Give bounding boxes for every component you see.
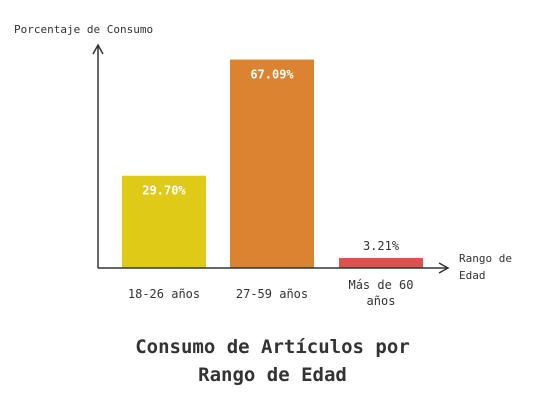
bars-group: 29.70% 67.09% 3.21%: [122, 59, 423, 269]
bar-chart: 29.70%67.09%3.21% Porcentaje de Consumo …: [14, 23, 512, 308]
x-axis-arrow: [438, 262, 450, 274]
y-axis-arrow: [92, 43, 104, 55]
x-tick-labels: 18-26 años 27-59 años Más de 60 años: [128, 278, 414, 308]
x-tick-label-3-line2: años: [367, 294, 396, 308]
x-tick-label-2: 27-59 años: [236, 287, 308, 301]
bar-value-label-2: 67.09%: [250, 68, 294, 82]
chart-title-line1: Consumo de Artículos por: [135, 336, 410, 358]
x-tick-label-3-line1: Más de 60: [348, 278, 413, 292]
bar-value-label-1: 29.70%: [142, 184, 186, 198]
bar-value-label-3: 3.21%: [363, 239, 400, 253]
chart-title-line2: Rango de Edad: [198, 364, 347, 386]
bar-2: [230, 59, 314, 269]
y-axis-label: Porcentaje de Consumo: [14, 23, 153, 36]
x-axis-label-line1: Rango de: [459, 252, 512, 265]
bar-3: [339, 258, 423, 268]
x-axis-label-line2: Edad: [459, 269, 486, 282]
bar-1: [122, 175, 206, 268]
x-tick-label-1: 18-26 años: [128, 287, 200, 301]
